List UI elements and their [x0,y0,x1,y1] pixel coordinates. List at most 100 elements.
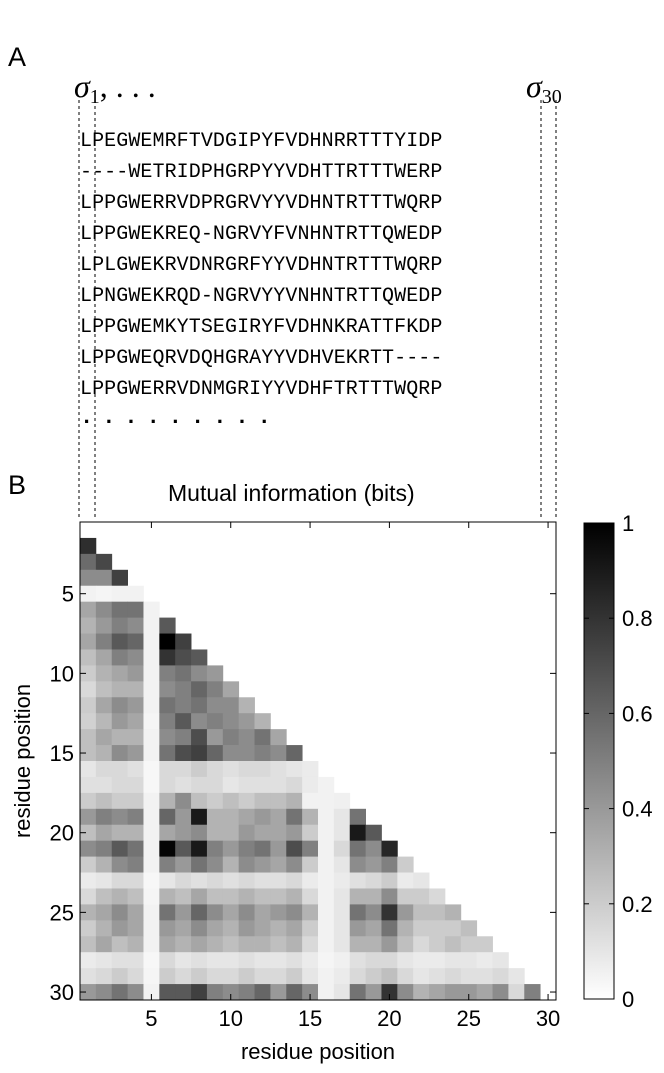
y-tick-label: 15 [50,741,74,766]
heatmap-cell [492,952,509,969]
heatmap-cell [95,776,113,794]
heatmap-cell [143,904,160,921]
heatmap-cell [159,713,176,730]
heatmap-cell [238,952,255,969]
heatmap-cell [286,920,303,937]
heatmap-cell [127,713,144,730]
y-tick-label: 10 [50,661,74,686]
heatmap-cell [286,968,303,985]
heatmap-cell [111,984,128,1001]
heatmap-cell [413,984,430,1001]
heatmap-cell [381,968,398,985]
heatmap-cell [429,952,446,969]
heatmap-cell [191,920,208,937]
heatmap-cell [222,713,240,730]
heatmap-cell [302,840,319,857]
heatmap-cell [80,952,97,969]
heatmap-cell [111,840,128,857]
heatmap-cell [191,745,208,762]
heatmap-cell [175,761,192,778]
x-tick-label: 10 [218,1006,242,1031]
heatmap-cell [349,808,366,826]
heatmap-cell [254,761,271,778]
y-axis-ticks: 5 10 15 20 25 30 [50,582,556,1005]
sequence-row: LPEGWEMRFTVDGIPYFVDHNRRTTTYIDP [80,130,443,153]
heatmap-cell [333,984,351,1001]
heatmap-cell [349,888,366,905]
heatmap-cell [95,665,113,682]
heatmap-cell [159,697,176,714]
heatmap-cell [429,968,446,985]
heatmap-cell [254,808,271,826]
heatmap-cell [191,856,208,873]
sequence-row: LPNGWEKRQD-NGRVYYVNHNTRTTQWEDP [80,285,443,308]
heatmap-cell [460,984,478,1001]
heatmap-cell [80,601,97,618]
sequence-row: LPPGWERRVDNMGRIYYVDHFTRTTTWQRP [80,378,443,401]
heatmap-cell [318,904,335,921]
heatmap-cell [111,569,128,587]
heatmap-cell [143,824,160,842]
heatmap-cell [429,888,446,905]
heatmap-cell [191,936,208,953]
heatmap-cell [95,713,113,730]
heatmap-cell [286,824,303,842]
heatmap-cell [349,904,366,921]
heatmap-cell [302,776,319,794]
heatmap-cell [349,920,366,937]
heatmap-cell [111,633,128,650]
heatmap-cell [318,776,335,794]
heatmap-cell [365,984,382,1001]
heatmap-cell [95,904,113,921]
heatmap-cell [238,824,255,842]
heatmap-cell [254,888,271,905]
heatmap-cell [381,872,398,889]
heatmap-cell [175,745,192,762]
x-tick-label: 15 [298,1006,322,1031]
sequence-row: LPPGWEMKYTSEGIRYFVDHNKRATTFKDP [80,316,443,339]
heatmap-cell [381,888,398,905]
heatmap-cell [508,968,525,985]
heatmap-cell [254,745,271,762]
heatmap-cell [80,824,97,842]
heatmap-cell [318,872,335,889]
heatmap-cell [143,920,160,937]
heatmap-cell [143,761,160,778]
heatmap-cell [365,888,382,905]
heatmap-cell [175,713,192,730]
heatmap-cell [365,920,382,937]
heatmap-cell [159,808,176,826]
heatmap-cell [175,776,192,794]
heatmap-cell [238,776,255,794]
heatmap-cell [365,968,382,985]
heatmap-cell [95,681,113,698]
x-axis-ticks: 5 10 15 20 25 30 [145,522,560,1031]
heatmap-cell [206,936,224,953]
heatmap-cell [127,697,144,714]
heatmap-cell [349,968,366,985]
heatmap-cell [397,856,414,873]
heatmap-cell [254,904,271,921]
heatmap-cell [127,601,144,618]
heatmap-cell [80,984,97,1001]
colorbar-ticks: 0 0.2 0.4 0.6 0.8 1 [584,511,653,1012]
heatmap-cell [175,840,192,857]
heatmap-cell [127,872,144,889]
heatmap-cell [302,968,319,985]
heatmap-cell [318,968,335,985]
heatmap-cell [127,792,144,810]
heatmap-cell [111,761,128,778]
heatmap-cell [206,920,224,937]
heatmap-cell [286,984,303,1001]
heatmap-cell [222,745,240,762]
heatmap-cell [111,729,128,746]
heatmap-cell [444,936,462,953]
heatmap-cell [95,792,113,810]
heatmap-cell [127,761,144,778]
heatmap-cell [111,665,128,682]
x-axis-label: residue position [241,1039,395,1064]
heatmap-cell [206,729,224,746]
x-tick-label: 20 [377,1006,401,1031]
heatmap-cell [159,904,176,921]
heatmap-cell [80,697,97,714]
